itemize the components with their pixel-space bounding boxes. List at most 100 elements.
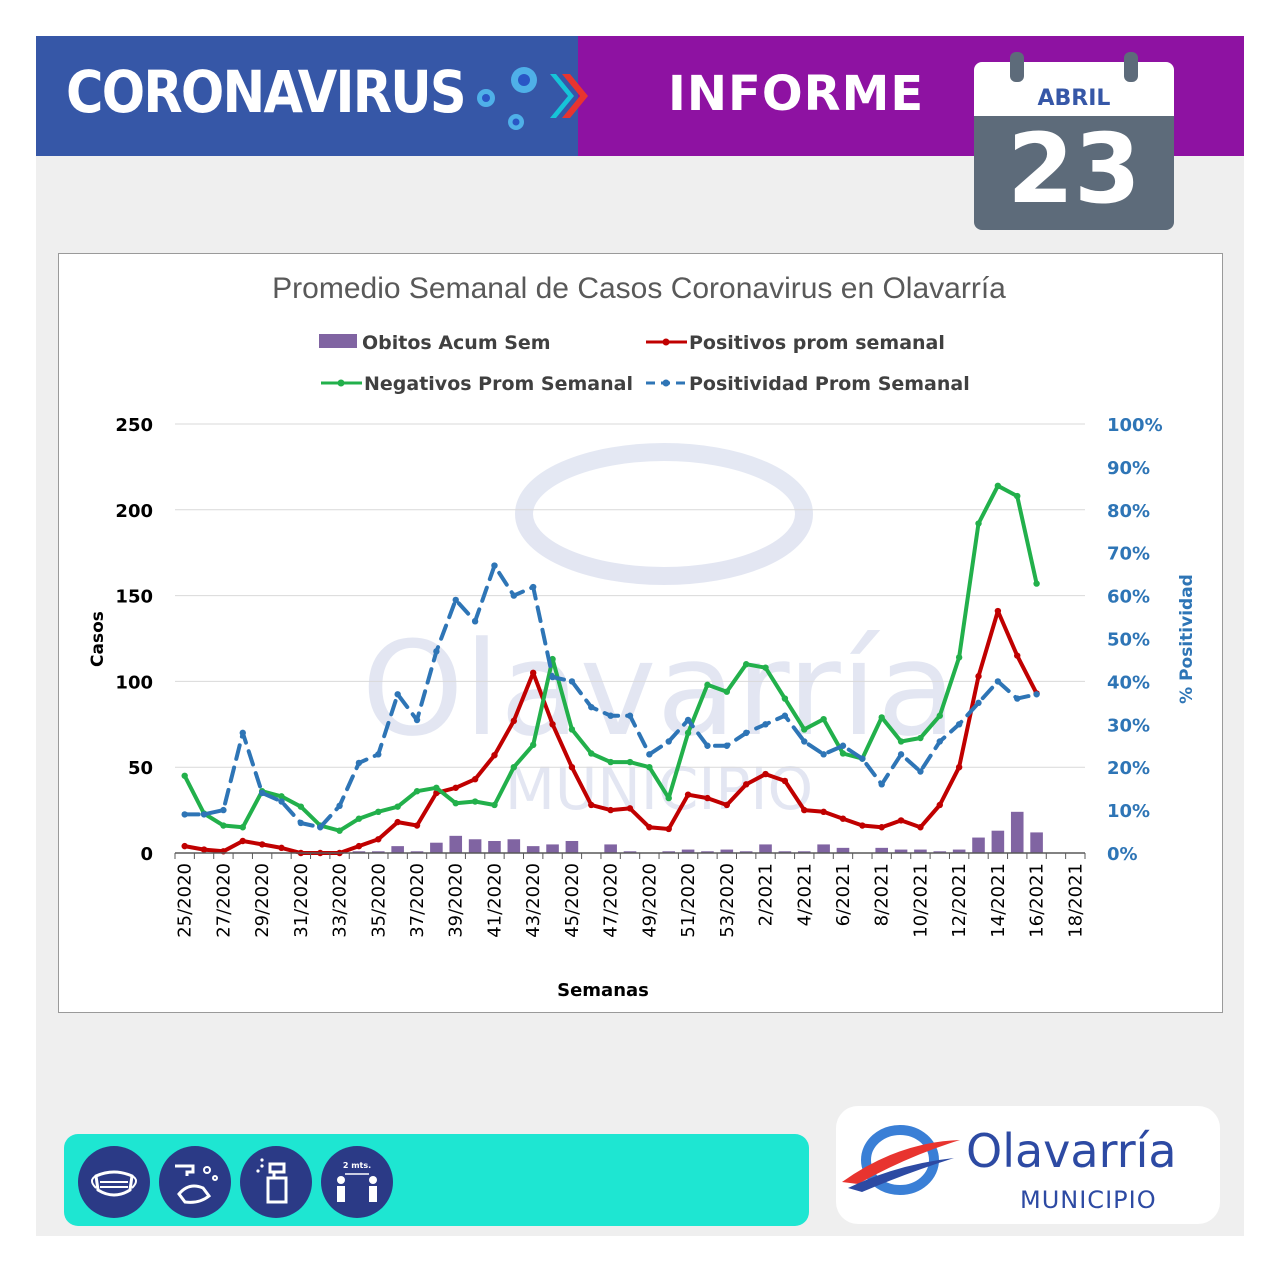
point-positivos (181, 842, 188, 850)
point-positivos (529, 669, 537, 677)
bar-obitos (836, 847, 850, 853)
header-title-informe: INFORME (668, 66, 925, 122)
y2-tick-label: 30% (1107, 715, 1150, 736)
point-positivos (394, 818, 401, 826)
point-positivos (200, 846, 208, 853)
point-negativos (801, 726, 808, 733)
y-tick-label: 50 (128, 758, 153, 779)
point-positivos (839, 815, 847, 822)
point-negativos (781, 695, 789, 702)
x-tick-label: 31/2020 (291, 863, 312, 938)
point-negativos (491, 801, 498, 809)
watermark-logo-icon (515, 443, 813, 585)
point-positivos (510, 717, 518, 725)
spray-bottle-icon (240, 1146, 312, 1218)
bar-obitos (1010, 811, 1024, 853)
point-negativos (220, 822, 227, 829)
point-positividad (278, 798, 285, 805)
x-tick-label: 18/2021 (1065, 863, 1086, 938)
point-positivos (742, 781, 750, 788)
point-positivos (452, 784, 459, 791)
bar-obitos (449, 835, 463, 853)
point-positividad (994, 678, 1002, 685)
bar-obitos (1030, 832, 1043, 853)
y2-tick-label: 10% (1107, 801, 1150, 822)
calendar-bottom (974, 116, 1174, 230)
point-negativos (897, 738, 905, 745)
y-tick-label: 150 (115, 587, 153, 608)
point-positividad (394, 691, 401, 698)
point-negativos (975, 520, 982, 527)
point-negativos (665, 794, 672, 802)
x-tick-label: 29/2020 (252, 863, 273, 938)
x-tick-label: 53/2020 (717, 863, 738, 938)
point-negativos (684, 729, 692, 737)
point-positividad (801, 738, 808, 745)
point-positivos (878, 824, 885, 831)
y2-tick-label: 40% (1107, 672, 1150, 693)
point-negativos (452, 800, 459, 807)
y-axis-label: Casos (88, 611, 108, 667)
point-negativos (413, 788, 421, 795)
bar-obitos (526, 846, 540, 853)
point-negativos (936, 712, 943, 719)
point-positivos (917, 824, 924, 831)
point-positivos (897, 817, 905, 824)
watermark: Olavarría MUNICIPIO (361, 443, 957, 823)
point-positivos (626, 805, 634, 812)
bar-obitos (352, 851, 366, 853)
bar-obitos (894, 849, 908, 853)
x-tick-label: 14/2021 (988, 863, 1009, 938)
bar-obitos (565, 840, 579, 853)
bar-obitos (468, 839, 482, 853)
point-positivos (684, 791, 692, 798)
chart: Olavarría MUNICIPIO 0 50 100 150 200 250 0% 10%… (88, 272, 1197, 1001)
point-positividad (665, 738, 672, 745)
point-positividad (181, 811, 188, 818)
point-negativos (336, 827, 343, 834)
point-positivos (413, 822, 421, 829)
y2-tick-label: 80% (1107, 501, 1150, 522)
bar-obitos (662, 851, 676, 853)
x-tick-label: 47/2020 (601, 863, 622, 938)
watermark-name: Olavarría (361, 613, 956, 765)
x-tick-label: 45/2020 (562, 863, 583, 938)
x-tick-label: 27/2020 (213, 863, 234, 938)
bar-obitos (797, 851, 811, 853)
point-positividad (955, 721, 963, 728)
x-tick-label: 35/2020 (368, 863, 389, 938)
point-positividad (568, 678, 576, 685)
point-positivos (549, 721, 556, 728)
bar-obitos (410, 851, 424, 853)
bar-obitos (778, 851, 792, 853)
point-positivos (568, 764, 576, 771)
point-positividad (317, 824, 324, 831)
point-positividad (452, 596, 459, 604)
y2-tick-label: 60% (1107, 587, 1150, 608)
point-positivos (762, 770, 769, 778)
point-positivos (375, 836, 382, 843)
olavarria-logo-icon (842, 1125, 960, 1195)
logo-subtitle: MUNICIPIO (1020, 1186, 1157, 1214)
point-negativos (878, 714, 885, 721)
bar-obitos (681, 849, 695, 853)
calendar-top (974, 62, 1174, 120)
logo-name: Olavarría (966, 1124, 1177, 1178)
bar-obitos (430, 842, 443, 853)
bar-obitos (604, 844, 617, 853)
y2-tick-label: 70% (1107, 544, 1150, 565)
point-positividad (762, 721, 769, 728)
bar-obitos (759, 844, 772, 853)
point-positividad (491, 562, 498, 569)
point-negativos (820, 715, 827, 723)
point-positividad (549, 673, 556, 681)
point-positivos (936, 801, 943, 809)
point-positivos (491, 751, 498, 759)
point-negativos (529, 741, 537, 749)
bar-obitos (623, 851, 637, 853)
chart-title: Promedio Semanal de Casos Coronavirus en… (272, 272, 1006, 305)
y-tick-label: 250 (115, 415, 153, 436)
bar-obitos (914, 849, 927, 853)
point-negativos (646, 764, 653, 771)
point-positividad (859, 755, 866, 762)
